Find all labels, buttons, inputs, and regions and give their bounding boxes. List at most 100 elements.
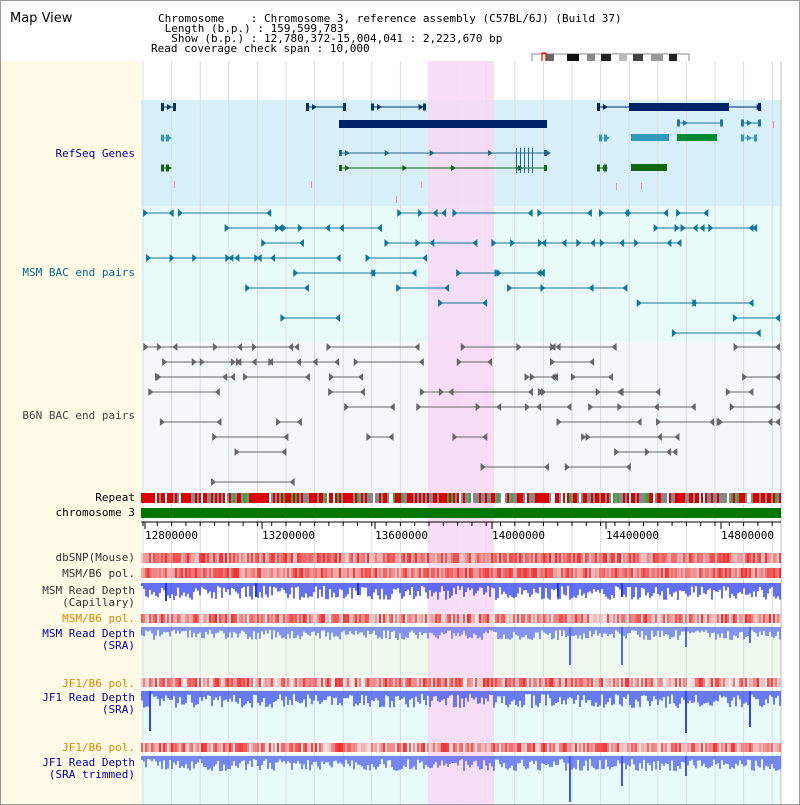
repeat-label[interactable]: Repeat	[95, 491, 135, 504]
jf1-b6-pol-label-1[interactable]: JF1/B6 pol.	[62, 677, 135, 690]
polymorphism-cell	[445, 743, 447, 752]
depth-bar	[283, 691, 285, 707]
polymorphism-cell	[487, 743, 489, 752]
dbsnp-label[interactable]: dbSNP(Mouse)	[55, 551, 135, 564]
polymorphism-cell	[145, 743, 147, 752]
b6n-bac-label[interactable]: B6N BAC end pairs	[22, 409, 135, 422]
polymorphism-cell	[187, 678, 189, 687]
depth-bar	[719, 583, 721, 590]
repeat-segment	[463, 493, 465, 503]
depth-bar	[537, 691, 539, 708]
polymorphism-cell	[379, 553, 381, 563]
polymorphism-cell	[265, 553, 267, 563]
polymorphism-cell	[479, 553, 481, 563]
polymorphism-cell	[573, 678, 575, 687]
depth-bar	[657, 756, 659, 761]
depth-bar	[357, 756, 359, 765]
polymorphism-cell	[253, 614, 255, 623]
polymorphism-cell	[733, 614, 735, 623]
polymorphism-cell	[253, 568, 255, 578]
depth-bar	[197, 691, 199, 705]
polymorphism-cell	[319, 614, 321, 623]
repeat-segment	[559, 493, 561, 503]
jf1-b6-pol-label-2[interactable]: JF1/B6 pol.	[62, 741, 135, 754]
polymorphism-cell	[727, 678, 729, 687]
depth-bar	[429, 756, 431, 769]
depth-bar	[543, 756, 545, 764]
bac-end-marker	[335, 314, 341, 322]
bac-end-marker	[674, 433, 680, 441]
depth-bar	[449, 691, 451, 696]
polymorphism-cell	[607, 678, 609, 687]
depth-bar	[421, 691, 423, 695]
polymorphism-cell	[251, 553, 253, 563]
polymorphism-cell	[311, 614, 313, 623]
repeat-segment	[729, 493, 731, 503]
bac-end-marker	[420, 388, 426, 396]
ideogram-band	[601, 54, 611, 61]
polymorphism-cell	[225, 614, 227, 623]
depth-bar	[147, 756, 149, 760]
depth-bar	[147, 627, 149, 632]
depth-bar	[571, 627, 573, 637]
depth-bar	[779, 691, 781, 706]
polymorphism-cell	[649, 678, 651, 687]
depth-bar	[195, 627, 197, 638]
polymorphism-cell	[475, 678, 477, 687]
polymorphism-cell	[541, 553, 543, 563]
repeat-segment	[323, 493, 325, 503]
polymorphism-cell	[483, 678, 485, 687]
polymorphism-cell	[461, 553, 463, 563]
msm-b6-pol-label-1[interactable]: MSM/B6 pol.	[62, 567, 135, 580]
polymorphism-cell	[283, 743, 285, 752]
jf1-depth-sra-label[interactable]: JF1 Read Depth (SRA)	[42, 691, 135, 716]
polymorphism-cell	[525, 568, 527, 578]
chromosome-ideogram[interactable]	[1, 1, 799, 61]
polymorphism-cell	[759, 678, 761, 687]
depth-bar	[571, 756, 573, 770]
polymorphism-cell	[527, 568, 529, 578]
refseq-genes-label[interactable]: RefSeq Genes	[55, 147, 135, 160]
polymorphism-cell	[697, 553, 699, 563]
repeat-segment	[405, 493, 407, 503]
polymorphism-cell	[731, 678, 733, 687]
polymorphism-cell	[657, 553, 659, 563]
polymorphism-cell	[245, 553, 247, 563]
repeat-segment	[431, 493, 433, 503]
jf1-depth-trimmed-label[interactable]: JF1 Read Depth (SRA trimmed)	[42, 756, 135, 781]
polymorphism-cell	[327, 553, 329, 563]
repeat-segment	[331, 493, 333, 503]
msm-bac-label[interactable]: MSM BAC end pairs	[22, 266, 135, 279]
depth-bar	[201, 756, 203, 764]
depth-bar	[213, 691, 215, 701]
depth-bar	[597, 627, 599, 636]
polymorphism-cell	[633, 553, 635, 563]
polymorphism-cell	[393, 568, 395, 578]
bac-end-marker	[156, 343, 162, 351]
bac-end-marker	[524, 373, 530, 381]
polymorphism-cell	[285, 553, 287, 563]
chromosome-track-label[interactable]: chromosome 3	[55, 506, 135, 519]
polymorphism-cell	[743, 568, 745, 578]
polymorphism-cell	[437, 568, 439, 578]
depth-bar	[251, 627, 253, 640]
depth-bar	[635, 583, 637, 588]
msm-b6-pol-label-2[interactable]: MSM/B6 pol.	[62, 612, 135, 625]
depth-bar	[431, 583, 433, 597]
polymorphism-cell	[275, 614, 277, 623]
depth-bar	[449, 583, 451, 599]
depth-bar	[501, 583, 503, 595]
polymorphism-cell	[195, 614, 197, 623]
depth-bar	[711, 756, 713, 766]
polymorphism-cell	[183, 568, 185, 578]
depth-bar	[591, 691, 593, 706]
polymorphism-cell	[215, 553, 217, 563]
msm-depth-capillary-label[interactable]: MSM Read Depth (Capillary)	[42, 584, 135, 609]
depth-bar	[623, 627, 625, 636]
depth-bar	[579, 756, 581, 771]
msm-depth-sra-label[interactable]: MSM Read Depth (SRA)	[42, 627, 135, 652]
polymorphism-cell	[179, 678, 181, 687]
depth-bar	[237, 756, 239, 768]
depth-bar	[619, 756, 621, 764]
